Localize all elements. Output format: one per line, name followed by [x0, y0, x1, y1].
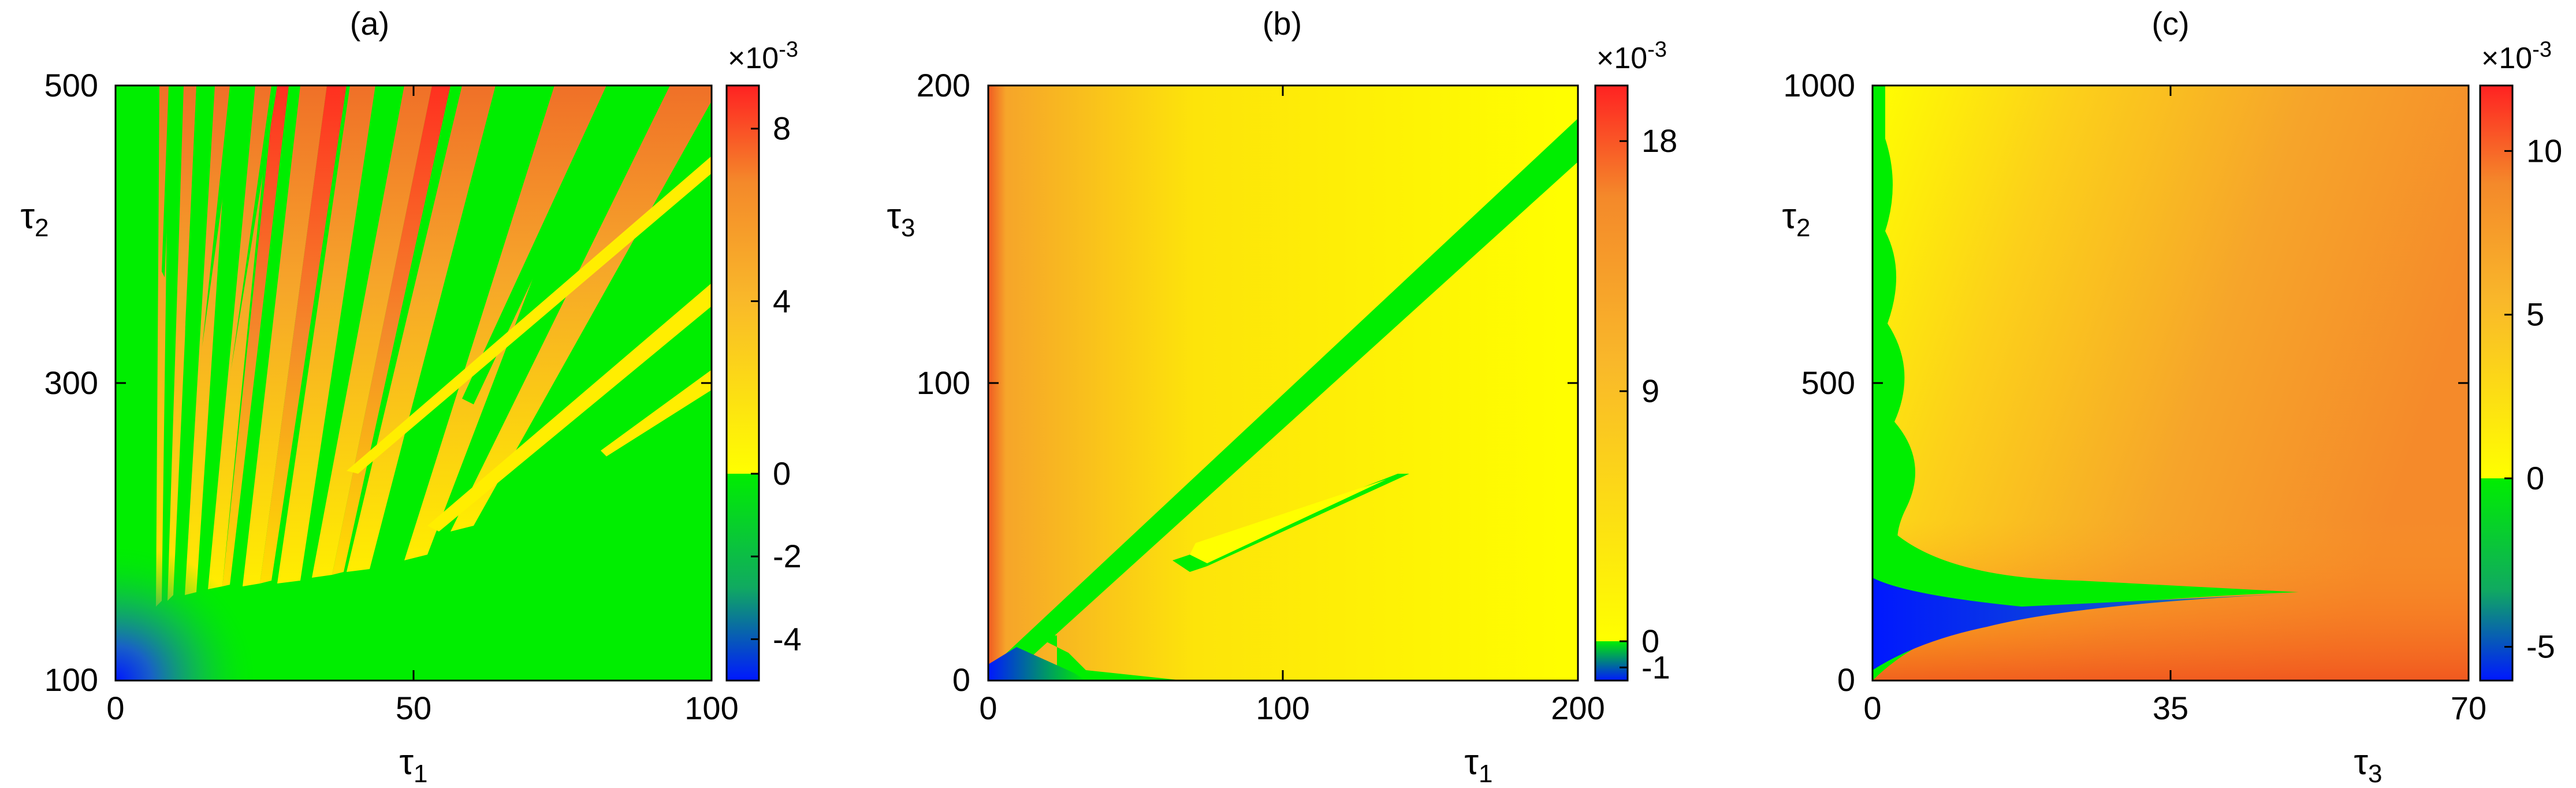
colorbar-tick-label: -2 [773, 538, 802, 574]
colorbar-tick-label: 9 [1641, 373, 1659, 409]
colorbar-tick-label: 18 [1641, 122, 1677, 159]
panel-b-xlabel: τ1 [1465, 742, 1493, 788]
panel-b-colorbar-ticks: -10 9 18 [1620, 122, 1677, 685]
panel-c-xtick-0: 0 [1863, 690, 1881, 726]
panel-b-colorbar-multiplier: ×10-3 [1596, 38, 1667, 75]
panel-c-xtick-2: 70 [2451, 690, 2486, 726]
panel-b: (b) 0 100 200 0 100 200 τ1 τ3 [887, 5, 1678, 788]
panel-a-ylabel: τ2 [21, 196, 49, 242]
panel-b-colorbar: -10 9 18 ×10-3 [1594, 38, 1677, 685]
panel-c-colorbar-multiplier: ×10-3 [2481, 38, 2552, 75]
panel-b-ytick-1: 100 [917, 365, 970, 401]
panel-a-ytick-2: 500 [44, 67, 98, 103]
panel-a-colorbar: -4 -2 0 4 8 ×10-3 [725, 38, 802, 682]
panel-c-heatmap [1873, 86, 2469, 681]
colorbar-tick-label: 8 [773, 110, 791, 147]
panel-a: (a) [21, 5, 802, 788]
colorbar-tick-label: -5 [2526, 629, 2555, 665]
panel-c-xticks [1871, 84, 2470, 682]
panel-a-colorbar-ticks: -4 -2 0 4 8 [751, 110, 802, 657]
panel-b-xticks [987, 84, 1579, 682]
panel-b-xtick-1: 100 [1256, 690, 1309, 726]
panel-a-title: (a) [350, 5, 389, 42]
panel-a-heatmap [116, 86, 712, 681]
colorbar-tick-label: -1 [1641, 649, 1670, 685]
panel-a-xticks [114, 84, 713, 682]
colorbar-tick-label: 5 [2526, 296, 2544, 333]
panel-b-xtick-2: 200 [1551, 690, 1605, 726]
colorbar-tick-label: 10 [2526, 132, 2562, 169]
panel-c-xlabel: τ3 [2354, 742, 2383, 788]
panel-c-ytick-0: 0 [1837, 661, 1855, 698]
panel-b-title: (b) [1263, 5, 1302, 42]
colorbar-tick-label: 0 [773, 455, 791, 492]
panel-a-ytick-0: 100 [44, 661, 98, 698]
panel-c-xtick-1: 35 [2153, 690, 2188, 726]
panel-c-ytick-1: 500 [1801, 365, 1855, 401]
panel-a-colorbar-multiplier: ×10-3 [728, 38, 798, 75]
panel-c-ylabel: τ2 [1782, 196, 1811, 242]
panel-b-ytick-2: 200 [917, 67, 970, 103]
panel-a-ytick-1: 300 [44, 365, 98, 401]
panel-a-xlabel: τ1 [400, 742, 428, 788]
colorbar-tick-label: -4 [773, 620, 802, 657]
panel-c-colorbar-ticks: -5 0 5 10 [2504, 132, 2562, 665]
panel-b-heatmap [988, 86, 1578, 681]
panel-b-ytick-0: 0 [952, 661, 970, 698]
panel-c-ytick-2: 1000 [1783, 67, 1855, 103]
colorbar-tick-label: 0 [2526, 460, 2544, 496]
panel-a-xtick-2: 100 [684, 690, 738, 726]
panel-b-xtick-0: 0 [979, 690, 997, 726]
panel-b-ylabel: τ3 [887, 196, 915, 242]
panel-a-xtick-0: 0 [106, 690, 124, 726]
panel-c-colorbar: -5 0 5 10 ×10-3 [2479, 38, 2562, 682]
panel-a-xtick-1: 50 [396, 690, 431, 726]
panel-c-title: (c) [2151, 5, 2189, 42]
colorbar-tick-label: 0 [1641, 623, 1659, 659]
colorbar-tick-label: 4 [773, 283, 791, 319]
